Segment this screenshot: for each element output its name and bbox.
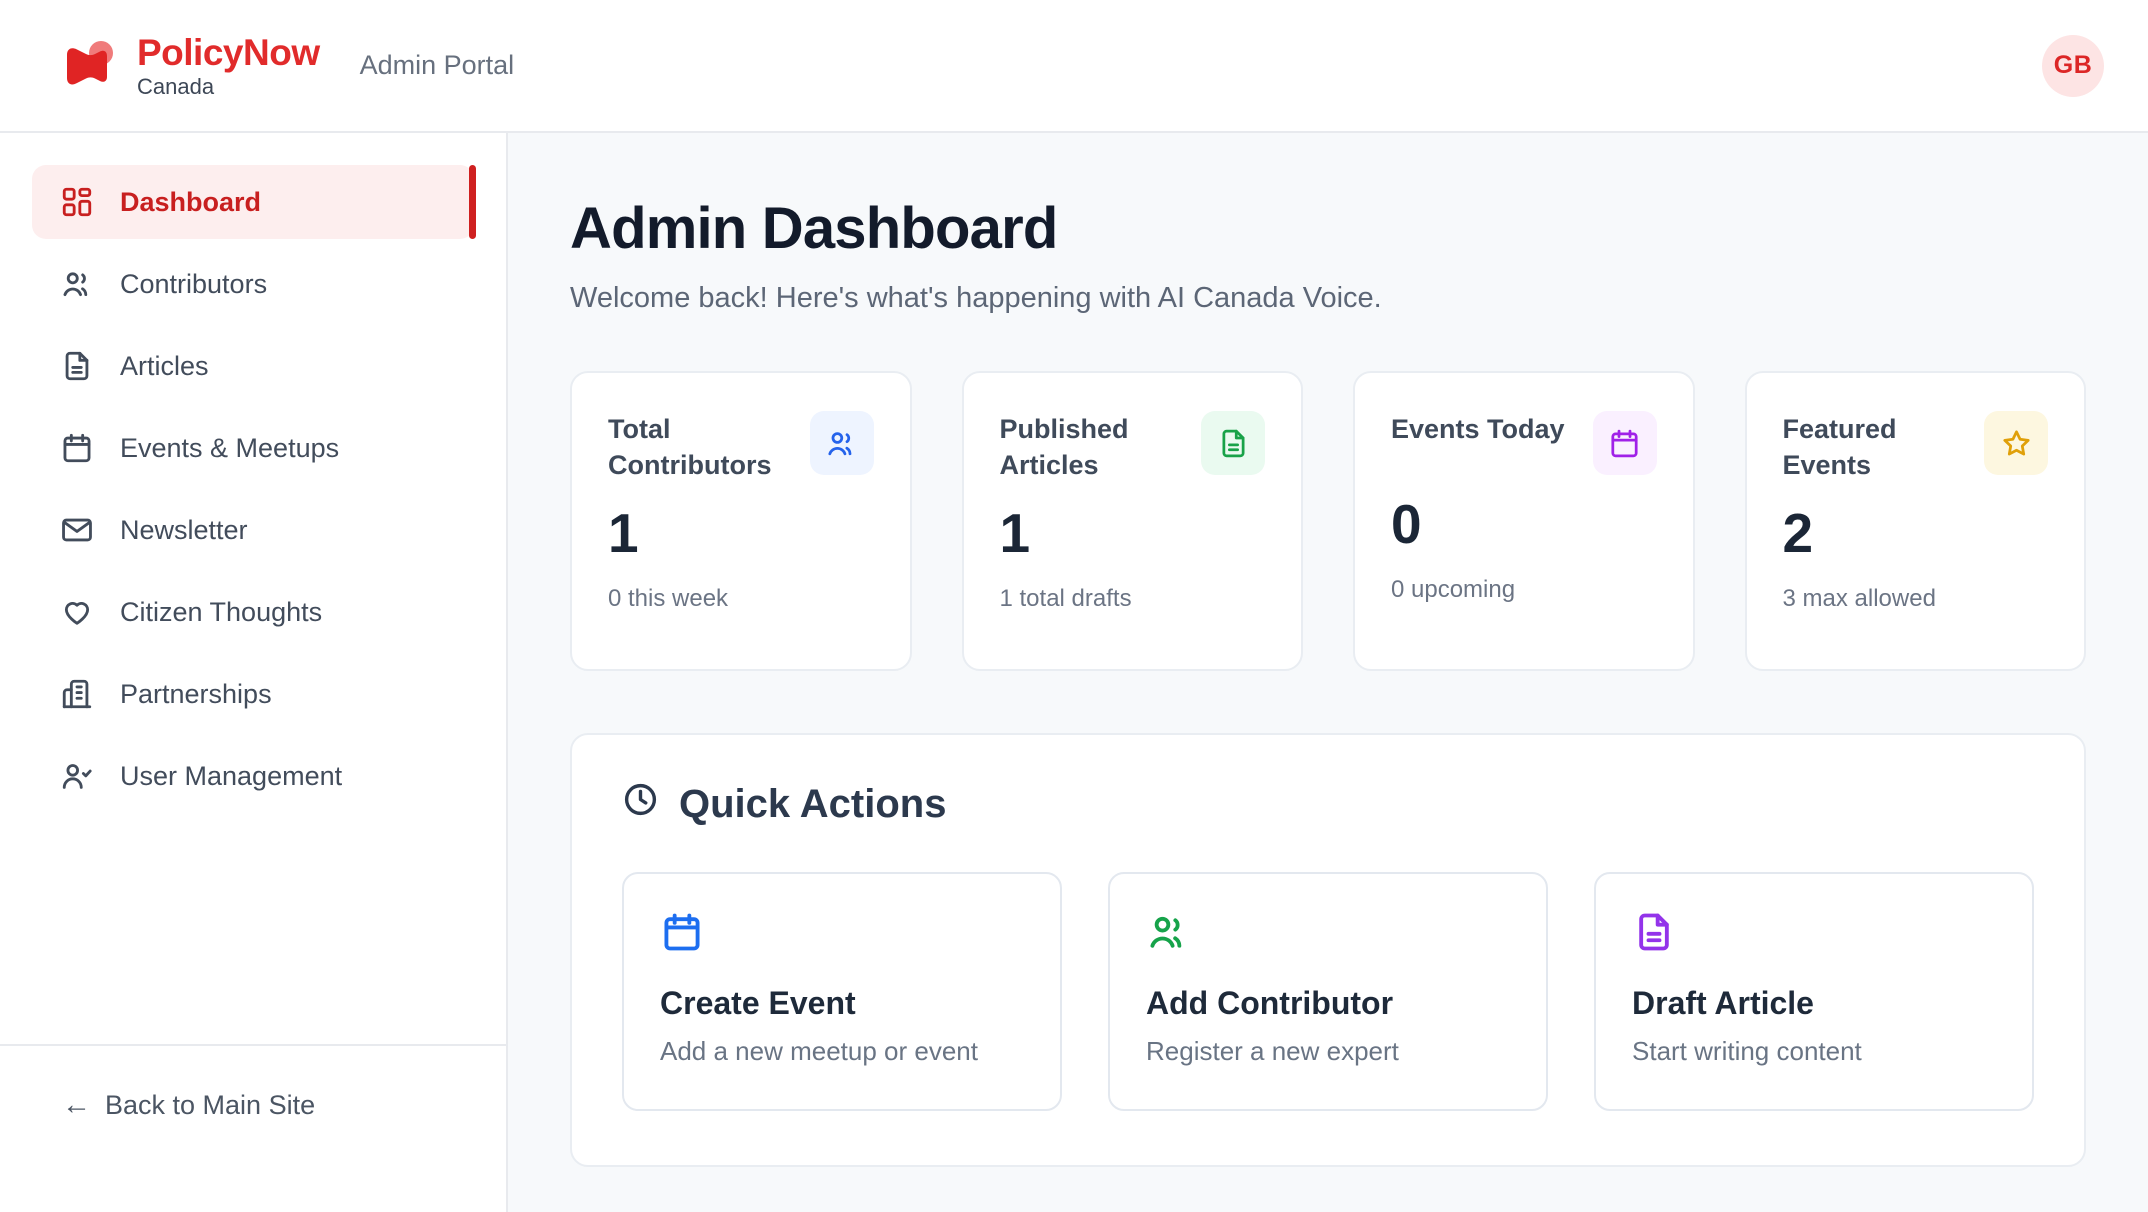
stat-card-featured-events: Featured Events 2 3 max allowed	[1744, 371, 2086, 671]
avatar[interactable]: GB	[2042, 34, 2104, 97]
sidebar-item-contributors[interactable]: Contributors	[32, 247, 474, 321]
quick-action-name: Create Event	[660, 985, 856, 1021]
stat-card-published-articles: Published Articles 1 1 total drafts	[961, 371, 1303, 671]
stat-card-grid: Total Contributors 1 0 this week Publish…	[570, 371, 2086, 671]
brand-logo[interactable]: PolicyNow Canada	[55, 34, 320, 98]
quick-action-add-contributor[interactable]: Add Contributor Register a new expert	[1108, 872, 1548, 1111]
sidebar-item-partnerships[interactable]: Partnerships	[32, 657, 474, 731]
sidebar-item-articles[interactable]: Articles	[32, 329, 474, 403]
sidebar-item-label: Events & Meetups	[120, 432, 340, 463]
sidebar-nav: Dashboard Contributors Articles	[0, 133, 506, 813]
sidebar-item-label: User Management	[120, 760, 343, 791]
page-title: Admin Dashboard	[570, 196, 1058, 261]
heart-icon	[60, 595, 94, 629]
brand-name: PolicyNow	[137, 31, 320, 73]
sidebar-item-events-meetups[interactable]: Events & Meetups	[32, 411, 474, 485]
sidebar-item-label: Dashboard	[120, 186, 262, 217]
page-subtitle: Welcome back! Here's what's happening wi…	[570, 282, 1382, 314]
stat-card-header: Total Contributors	[608, 411, 874, 484]
book-logo-icon	[55, 35, 117, 97]
envelope-icon	[60, 513, 94, 547]
stat-card-footnote: 1 total drafts	[999, 584, 1132, 612]
sidebar-item-label: Citizen Thoughts	[120, 596, 323, 627]
stat-card-footnote: 3 max allowed	[1782, 584, 1936, 612]
stat-card-header: Featured Events	[1782, 411, 2048, 484]
quick-action-create-event[interactable]: Create Event Add a new meetup or event	[622, 872, 1062, 1111]
stat-card-events-today: Events Today 0 0 upcoming	[1353, 371, 1695, 671]
portal-label: Admin Portal	[359, 50, 515, 80]
stat-card-value: 0	[1391, 493, 1422, 555]
stat-card-header: Events Today	[1391, 411, 1657, 475]
users-icon	[809, 411, 874, 475]
brand-subtitle: Canada	[137, 73, 215, 99]
sidebar-item-label: Partnerships	[120, 678, 272, 709]
stat-card-total-contributors: Total Contributors 1 0 this week	[570, 371, 912, 671]
stat-card-value: 1	[608, 501, 639, 564]
quick-actions-grid: Create Event Add a new meetup or event A…	[622, 872, 2034, 1111]
users-icon	[1146, 916, 1190, 958]
quick-action-description: Start writing content	[1632, 1036, 1862, 1066]
document-icon	[1201, 411, 1265, 475]
quick-action-name: Add Contributor	[1146, 985, 1394, 1021]
stat-card-value: 2	[1782, 501, 1814, 564]
stat-card-footnote: 0 this week	[608, 584, 729, 612]
back-to-main-site-link[interactable]: ← Back to Main Site	[62, 1090, 315, 1121]
users-icon	[60, 267, 94, 301]
calendar-icon	[660, 913, 704, 958]
main-content: Admin Dashboard Welcome back! Here's wha…	[508, 133, 2148, 1212]
stat-card-footnote: 0 upcoming	[1391, 576, 1516, 603]
sidebar-item-label: Contributors	[120, 268, 268, 299]
sidebar-item-dashboard[interactable]: Dashboard	[32, 165, 476, 239]
quick-action-description: Add a new meetup or event	[660, 1036, 978, 1066]
arrow-left-icon: ←	[62, 1089, 91, 1121]
star-icon	[1984, 411, 2048, 475]
top-bar: PolicyNow Canada Admin Portal GB	[0, 0, 2148, 133]
grid-icon	[60, 185, 94, 219]
building-icon	[60, 677, 94, 711]
stat-card-value: 1	[999, 501, 1031, 564]
sidebar-item-label: Newsletter	[120, 514, 248, 545]
stat-card-label: Total Contributors	[608, 414, 772, 481]
sidebar-item-citizen-thoughts[interactable]: Citizen Thoughts	[32, 575, 474, 649]
sidebar-item-user-management[interactable]: User Management	[32, 739, 474, 813]
sidebar-item-newsletter[interactable]: Newsletter	[32, 493, 474, 567]
quick-action-description: Register a new expert	[1146, 1036, 1399, 1066]
quick-action-name: Draft Article	[1632, 985, 1814, 1021]
sidebar: Dashboard Contributors Articles	[0, 133, 508, 1212]
document-icon	[60, 349, 94, 383]
stat-card-header: Published Articles	[999, 411, 1265, 484]
back-to-main-site-label: Back to Main Site	[105, 1090, 316, 1120]
stat-card-label: Events Today	[1391, 414, 1565, 444]
quick-actions-panel: Quick Actions Create Event Add a new mee…	[570, 733, 2086, 1167]
app-body: Dashboard Contributors Articles	[0, 133, 2148, 1212]
calendar-icon	[60, 431, 94, 465]
sidebar-item-label: Articles	[120, 350, 209, 381]
document-icon	[1632, 913, 1676, 958]
sidebar-footer: ← Back to Main Site	[0, 1044, 506, 1212]
quick-actions-title-label: Quick Actions	[679, 782, 947, 826]
clock-icon	[622, 781, 659, 828]
user-check-icon	[60, 759, 94, 793]
calendar-icon	[1592, 411, 1657, 475]
stat-card-label: Published Articles	[999, 414, 1129, 481]
quick-action-draft-article[interactable]: Draft Article Start writing content	[1594, 872, 2034, 1111]
quick-actions-title: Quick Actions	[622, 781, 2034, 828]
stat-card-label: Featured Events	[1782, 414, 1897, 481]
